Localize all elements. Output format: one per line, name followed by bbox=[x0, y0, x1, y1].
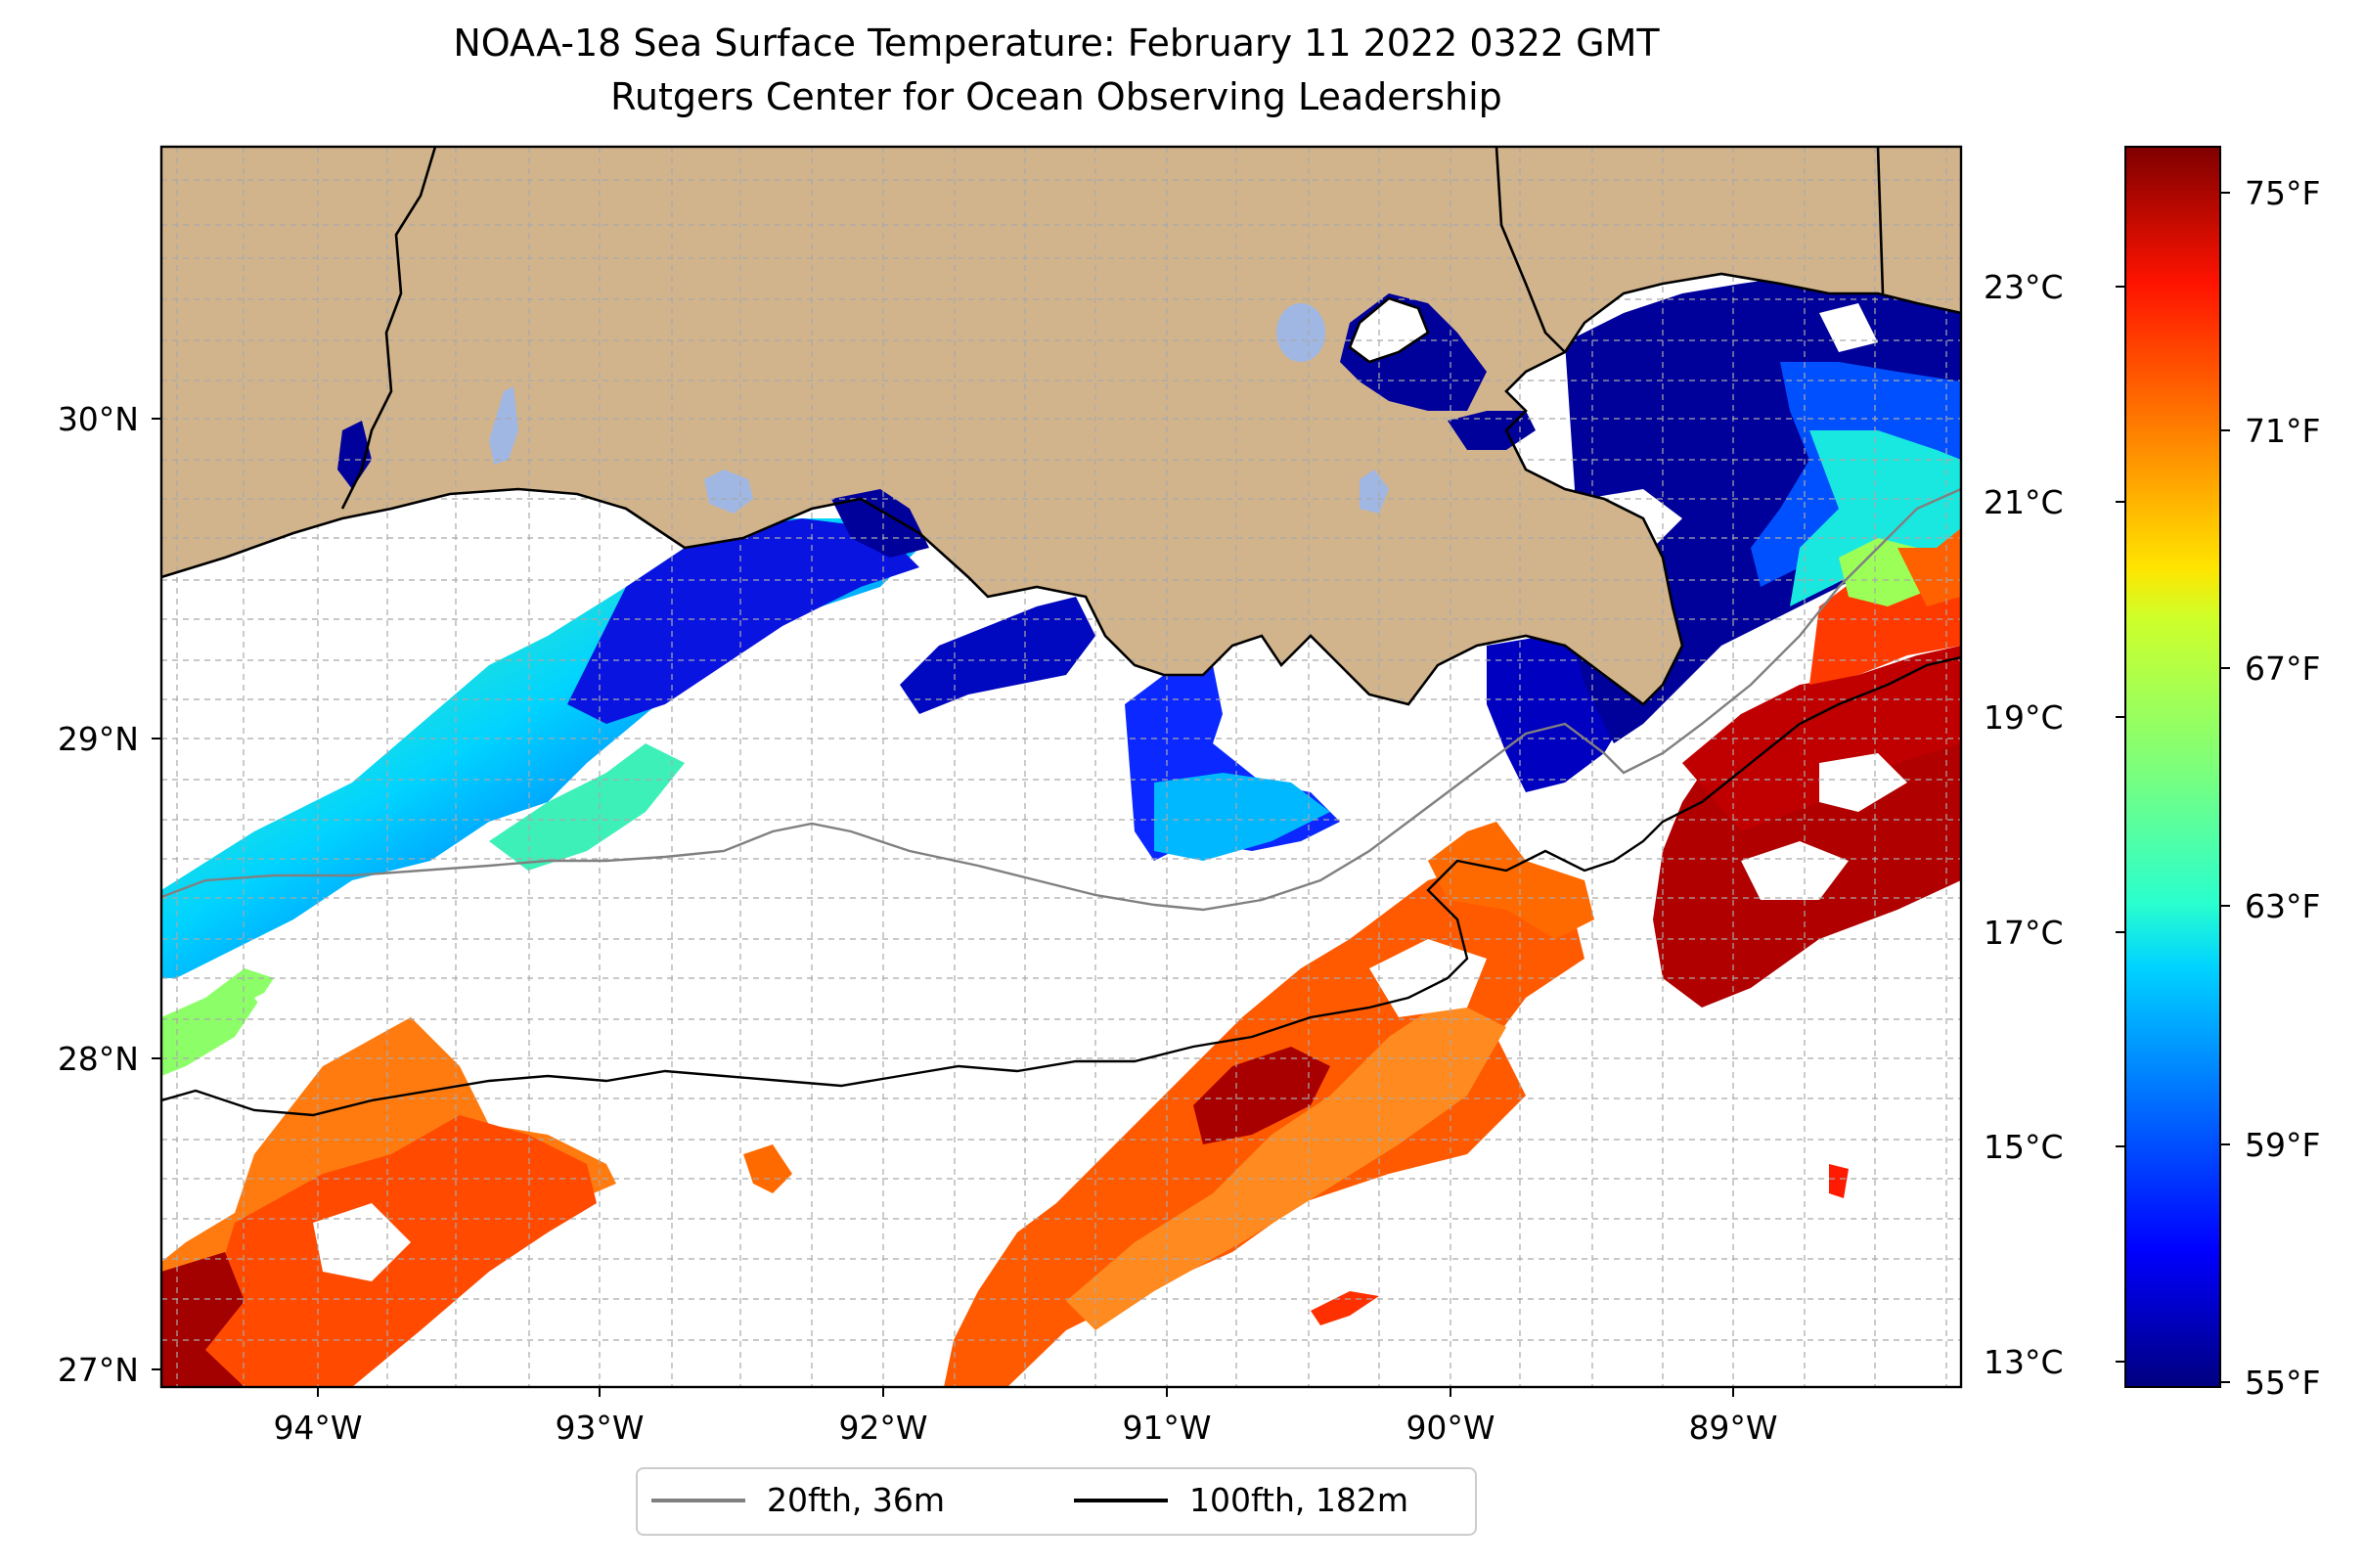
lat-label-30: 30°N bbox=[57, 400, 139, 438]
legend: 20fth, 36m 100fth, 182m bbox=[636, 1467, 1477, 1536]
colorbar-label-13c: 13°C bbox=[1984, 1343, 2064, 1381]
legend-item-20fth: 20fth, 36m bbox=[651, 1481, 945, 1519]
lake-pontchartrain-gap bbox=[1350, 298, 1428, 362]
gridlines bbox=[161, 147, 1961, 1387]
cloud-gaps bbox=[254, 303, 1907, 1281]
legend-line-black bbox=[1074, 1498, 1168, 1502]
legend-label-100fth: 100fth, 182m bbox=[1189, 1481, 1408, 1519]
lat-ticks bbox=[152, 418, 161, 1370]
contour-100fth bbox=[161, 655, 1961, 1117]
colorbar-label-67f: 67°F bbox=[2245, 650, 2321, 688]
colorbar-label-21c: 21°C bbox=[1984, 483, 2064, 521]
lon-label-89: 89°W bbox=[1688, 1409, 1778, 1447]
lon-label-90: 90°W bbox=[1406, 1409, 1495, 1447]
chart-title: NOAA-18 Sea Surface Temperature: Februar… bbox=[453, 22, 1660, 65]
shelf-water bbox=[161, 274, 1961, 1076]
colorbar-label-15c: 15°C bbox=[1984, 1128, 2064, 1166]
lat-label-27: 27°N bbox=[57, 1351, 139, 1389]
contour-20fth bbox=[161, 487, 1961, 912]
colorbar bbox=[2124, 146, 2221, 1388]
chart-subtitle: Rutgers Center for Ocean Observing Leade… bbox=[610, 75, 1502, 118]
lat-label-29: 29°N bbox=[57, 720, 139, 758]
legend-line-gray bbox=[651, 1498, 745, 1502]
legend-item-100fth: 100fth, 182m bbox=[1074, 1481, 1408, 1519]
colorbar-label-59f: 59°F bbox=[2245, 1126, 2321, 1164]
lon-label-91: 91°W bbox=[1122, 1409, 1212, 1447]
colorbar-label-23c: 23°C bbox=[1984, 268, 2064, 306]
colorbar-ticks bbox=[2116, 192, 2230, 1383]
colorbar-label-71f: 71°F bbox=[2245, 412, 2321, 450]
map-frame bbox=[159, 145, 1963, 1389]
land bbox=[161, 147, 1961, 704]
colorbar-label-63f: 63°F bbox=[2245, 887, 2321, 925]
colorbar-label-75f: 75°F bbox=[2245, 174, 2321, 212]
lon-label-92: 92°W bbox=[838, 1409, 928, 1447]
colorbar-label-17c: 17°C bbox=[1984, 914, 2064, 952]
lat-label-28: 28°N bbox=[57, 1040, 139, 1078]
colorbar-label-19c: 19°C bbox=[1984, 698, 2064, 737]
coastline bbox=[161, 147, 1961, 706]
colorbar-label-55f: 55°F bbox=[2245, 1364, 2321, 1402]
lon-ticks bbox=[317, 1387, 1734, 1397]
lon-label-93: 93°W bbox=[555, 1409, 645, 1447]
legend-label-20fth: 20fth, 36m bbox=[767, 1481, 945, 1519]
lon-label-94: 94°W bbox=[273, 1409, 363, 1447]
